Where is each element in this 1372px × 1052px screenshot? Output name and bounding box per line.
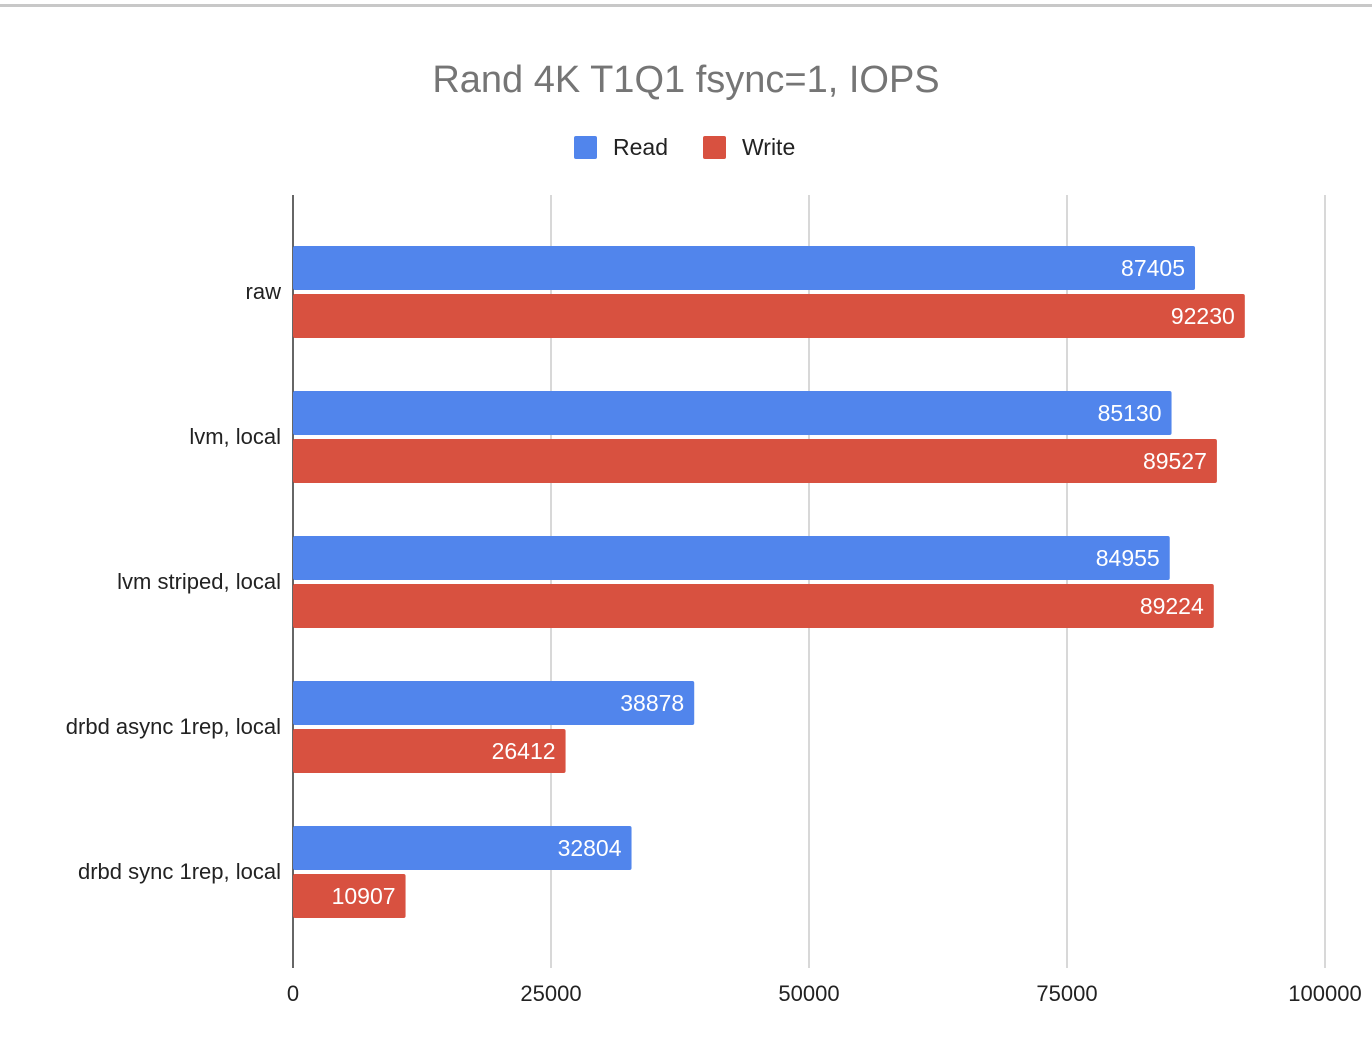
bar-write — [293, 584, 1214, 628]
legend-swatch-write — [703, 136, 726, 159]
bar-write — [293, 294, 1245, 338]
x-tick-label: 0 — [287, 981, 299, 1006]
bar-write — [293, 874, 406, 918]
bar-read — [293, 391, 1172, 435]
bar-read — [293, 536, 1170, 580]
bar-read — [293, 681, 695, 725]
chart-title: Rand 4K T1Q1 fsync=1, IOPS — [432, 59, 939, 101]
data-label-write: 10907 — [332, 883, 396, 909]
bar-write — [293, 439, 1217, 483]
x-tick-label: 75000 — [1036, 981, 1097, 1006]
category-label: raw — [246, 279, 282, 304]
category-label: lvm striped, local — [117, 569, 281, 594]
legend: Read Write — [574, 134, 795, 160]
bars: 87405 92230 85130 89527 84955 89224 38878 26412… — [293, 246, 1245, 918]
legend-label-write: Write — [742, 134, 795, 160]
data-label-write: 26412 — [492, 738, 556, 764]
category-label: drbd sync 1rep, local — [78, 859, 281, 884]
data-label-write: 89224 — [1140, 593, 1204, 619]
bar-write — [293, 729, 566, 773]
data-label-write: 89527 — [1143, 448, 1207, 474]
category-label: lvm, local — [189, 424, 281, 449]
x-tick-labels: 0 25000 50000 75000 100000 — [287, 981, 1362, 1006]
data-label-read: 38878 — [620, 690, 684, 716]
legend-swatch-read — [574, 136, 597, 159]
data-label-read: 87405 — [1121, 255, 1185, 281]
category-label: drbd async 1rep, local — [66, 714, 281, 739]
data-label-write: 92230 — [1171, 303, 1235, 329]
x-tick-label: 50000 — [778, 981, 839, 1006]
bar-read — [293, 246, 1196, 290]
window-top-border — [0, 4, 1372, 7]
data-label-read: 32804 — [558, 835, 622, 861]
data-label-read: 84955 — [1096, 545, 1160, 571]
x-tick-label: 25000 — [520, 981, 581, 1006]
bar-read — [293, 826, 632, 870]
data-label-read: 85130 — [1098, 400, 1162, 426]
category-labels: raw lvm, local lvm striped, local drbd asyn… — [66, 279, 281, 884]
x-tick-label: 100000 — [1288, 981, 1361, 1006]
legend-label-read: Read — [613, 134, 668, 160]
